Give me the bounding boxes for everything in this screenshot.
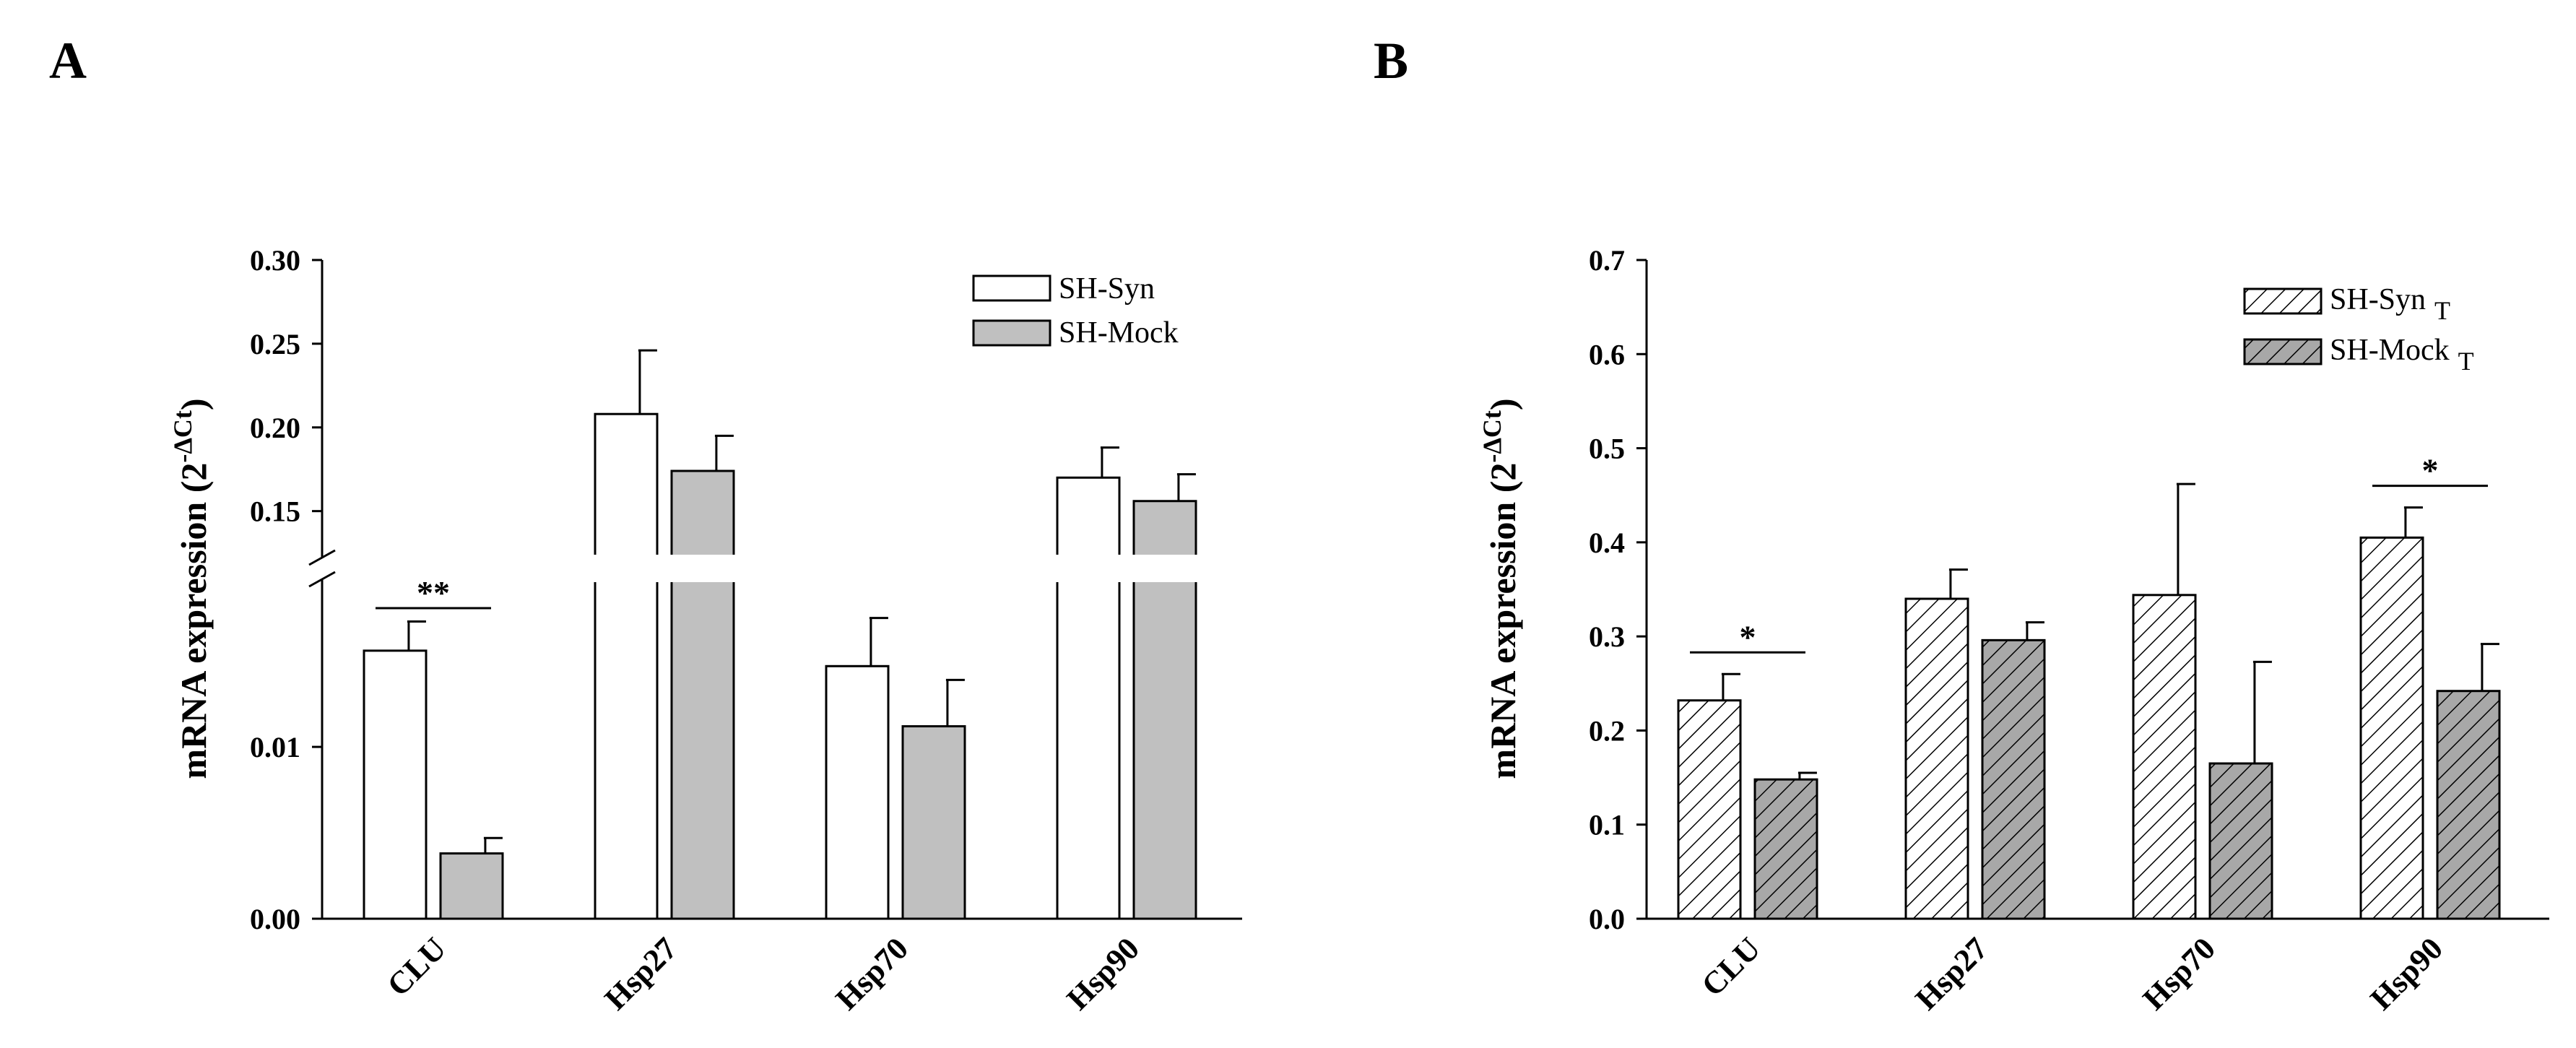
panel-b: B 0.0 0.1 0.2 0.3 0.4 0.5 0.6 0.7 mRNA expressi…: [1374, 32, 2549, 1017]
panel-a-category-labels: CLU Hsp27 Hsp70 Hsp90: [381, 930, 1146, 1016]
panel-a-y-axis: 0.00 0.01 0.15 0.20 0.25 0.30: [250, 244, 1242, 935]
panel-b-y-tick-label: 0.4: [1589, 527, 1625, 559]
panel-b-significance: **: [1690, 452, 2488, 655]
panel-a-error-bars: [407, 349, 1196, 854]
panel-a-letter: A: [49, 32, 87, 90]
panel-b-y-axis-title: mRNA expression (2-ΔCt): [1478, 398, 1523, 779]
bar-sh-mock-hsp70: [901, 725, 966, 920]
bar-sh-syn-t-clu: [1677, 699, 1742, 920]
legend-label-sh-syn-t: SH-Syn T: [2330, 283, 2450, 325]
legend-swatch-sh-syn: [972, 274, 1051, 302]
panel-a-y-tick-label: 0.25: [250, 328, 300, 360]
legend-swatch-sh-mock: [972, 319, 1051, 347]
panel-b-y-tick-label: 0.6: [1589, 338, 1625, 371]
panel-a-bars: [363, 412, 1197, 920]
panel-a-axis-break: [592, 555, 1199, 582]
category-label-hsp27: Hsp27: [1909, 930, 1995, 1016]
category-label-hsp70: Hsp70: [2136, 930, 2222, 1016]
category-label-clu: CLU: [1695, 930, 1767, 1002]
panel-b-bars: [1677, 536, 2501, 920]
axis-break-gap-sh-syn-hsp90: [1054, 555, 1122, 582]
panel-b-y-tick-label: 0.1: [1589, 809, 1625, 841]
bar-sh-syn-t-hsp70: [2132, 594, 2197, 920]
panel-b-category-labels: CLU Hsp27 Hsp70 Hsp90: [1695, 930, 2450, 1016]
category-label-hsp70: Hsp70: [829, 930, 915, 1016]
legend-swatch-sh-syn-t: [2243, 287, 2323, 315]
panel-a-axis-break-mark-lower: [308, 571, 336, 588]
panel-b-y-tick-label: 0.0: [1589, 903, 1625, 935]
significance-label-hsp90: *: [2422, 452, 2439, 489]
bar-sh-mock-hsp27: [670, 469, 735, 920]
axis-break-gap-sh-mock-hsp90: [1131, 555, 1199, 582]
bar-sh-syn-hsp90: [1056, 476, 1121, 920]
bar-sh-syn-clu: [363, 649, 428, 920]
bar-sh-mock-t-hsp27: [1981, 638, 2046, 920]
legend-swatch-sh-mock-t: [2243, 338, 2323, 365]
legend-label-sh-mock: SH-Mock: [1059, 316, 1179, 350]
bar-sh-syn-t-hsp27: [1904, 597, 1969, 920]
panel-a-y-tick-label: 0.15: [250, 495, 300, 528]
panel-a-axis-break-mark-upper: [308, 549, 336, 566]
category-label-hsp27: Hsp27: [598, 930, 684, 1016]
axis-break-gap-sh-mock-hsp27: [669, 555, 737, 582]
panel-a-significance: **: [376, 574, 491, 611]
panel-a-y-tick-label: 0.01: [250, 731, 300, 763]
panel-b-legend: SH-Syn T SH-Mock T: [2243, 283, 2474, 376]
panel-b-letter: B: [1374, 32, 1408, 90]
panel-a-y-tick-label: 0.30: [250, 244, 300, 277]
bar-sh-mock-clu: [439, 852, 504, 920]
legend-label-sh-syn: SH-Syn: [1059, 272, 1155, 306]
panel-b-y-tick-label: 0.7: [1589, 244, 1625, 277]
panel-b-y-tick-label: 0.2: [1589, 714, 1625, 747]
bar-sh-mock-t-clu: [1753, 778, 1818, 920]
category-label-hsp90: Hsp90: [2364, 930, 2450, 1016]
bar-sh-mock-t-hsp70: [2208, 762, 2273, 920]
significance-label-clu: **: [417, 574, 450, 611]
panel-a: A 0.00 0.01 0.15 0.20 0.25 0.30 mRNA expressi…: [49, 32, 1242, 1017]
panel-b-error-bars: [1721, 482, 2499, 780]
category-label-clu: CLU: [381, 930, 453, 1002]
panel-a-y-axis-title: mRNA expression (2-ΔCt): [168, 398, 214, 779]
panel-a-y-tick-label: 0.00: [250, 903, 300, 935]
bar-sh-mock-t-hsp90: [2436, 690, 2501, 920]
panel-b-y-tick-label: 0.3: [1589, 620, 1625, 653]
panel-a-legend: SH-Syn SH-Mock: [972, 272, 1179, 350]
axis-break-gap-sh-syn-hsp27: [592, 555, 660, 582]
bar-sh-syn-hsp27: [594, 412, 659, 920]
bar-sh-syn-t-hsp90: [2359, 536, 2424, 920]
legend-label-sh-mock-t: SH-Mock T: [2330, 334, 2474, 376]
panel-b-y-tick-label: 0.5: [1589, 433, 1625, 465]
bar-sh-syn-hsp70: [825, 664, 890, 920]
significance-label-clu: *: [1740, 618, 1756, 655]
panel-a-y-tick-label: 0.20: [250, 412, 300, 444]
category-label-hsp90: Hsp90: [1060, 930, 1146, 1016]
